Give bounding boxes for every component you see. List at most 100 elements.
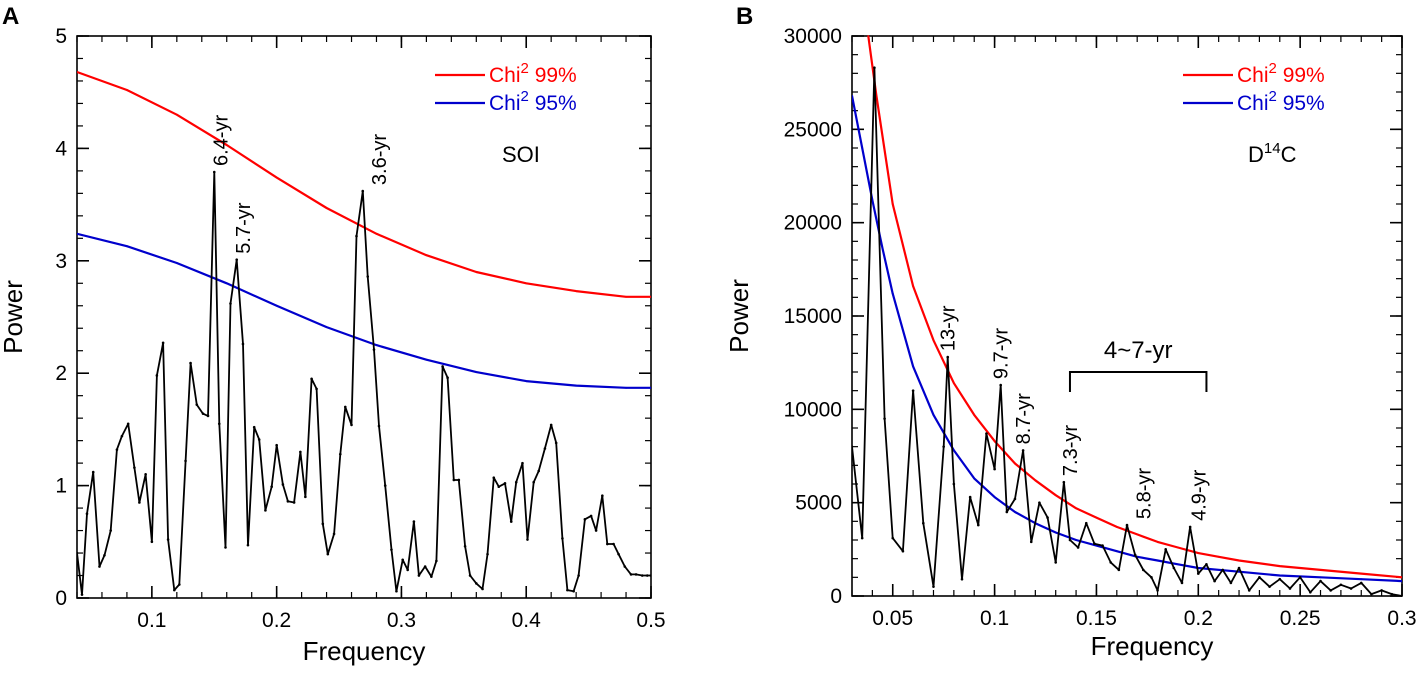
panel-a-data-point (299, 450, 302, 454)
panel-b-series-label: D14C (1248, 140, 1297, 167)
panel-b-bracket-label: 4~7-yr (1104, 337, 1173, 364)
panel-b-data-point (1349, 587, 1353, 590)
panel-a-data-point (617, 552, 620, 556)
panel-b-data-point (942, 445, 945, 448)
panel-b-data-point (1359, 581, 1363, 585)
panel-a-data-point (412, 520, 416, 523)
panel-a-data-point (225, 282, 228, 285)
panel-a-data-point (446, 376, 449, 379)
panel-a-data-point (423, 565, 427, 568)
panel-b-data-point (1177, 546, 1179, 549)
panel-a-data-point (625, 295, 627, 298)
panel-b-data-point (960, 577, 964, 581)
panel-b-legend-name: Chi (1237, 64, 1269, 87)
panel-a-data-point (161, 341, 165, 345)
panel-a-data-point (80, 593, 84, 596)
panel-b-data-point (1390, 592, 1394, 596)
panel-a-data-point (350, 423, 353, 427)
panel-b-data-point (1319, 568, 1322, 571)
panel-a-chart: 0.1 0.2 0.3 0.4 0.5 0 1 2 3 4 5 Frequency Power Chi2 … (0, 25, 666, 666)
panel-a-data-point (286, 500, 290, 503)
panel-a-data-point (537, 469, 540, 473)
panel-a-data-point (184, 459, 187, 463)
panel-b-series-group (852, 35, 1402, 597)
panel-a-peak-annotation: 5.7-yr (233, 202, 255, 253)
panel-a-data-point (173, 588, 176, 592)
panel-a-data-point (572, 589, 575, 593)
panel-a-data-point (521, 461, 524, 465)
panel-b-legend-sup: 2 (1269, 88, 1277, 105)
panel-a-data-point (401, 558, 404, 562)
panel-b-data-point (1014, 462, 1016, 465)
panel-a-y-tick-label: 5 (55, 25, 67, 48)
panel-a-data-point (549, 423, 553, 427)
panel-a-data-point (133, 466, 136, 469)
panel-a-peak-annotation: 6.4-yr (211, 115, 233, 166)
panel-a-legend-suffix: 95% (529, 92, 577, 115)
panel-b-data-point (952, 482, 956, 486)
panel-b-data-point (1125, 523, 1129, 527)
panel-b-legend-suffix: 99% (1277, 64, 1325, 87)
panel-b-data-point (1101, 544, 1104, 547)
panel-a-data-point (475, 271, 478, 273)
panel-a-x-tick-label: 0.3 (387, 609, 416, 632)
panel-b-x-axis-title: Frequency (1091, 631, 1214, 661)
panel-a-data-point (525, 282, 528, 285)
panel-b-x-tick-label: 0.2 (1184, 607, 1213, 630)
panel-a-data-point (361, 189, 365, 193)
panel-b-data-point (1196, 572, 1200, 575)
panel-a-data-point (126, 245, 128, 248)
panel-b-data-point (1054, 561, 1058, 564)
panel-b-series-label-main: D (1248, 142, 1264, 167)
panel-a-data-point (395, 589, 398, 593)
panel-b-data-point (1278, 574, 1281, 577)
panel-b-data-point (871, 199, 874, 202)
panel-b-data-point (1180, 581, 1184, 585)
panel-b-data-point (1188, 525, 1192, 529)
panel-b-data-point (932, 585, 935, 588)
panel-a-legend-name: Chi (489, 92, 521, 115)
panel-a-data-point (566, 588, 569, 592)
panel-a-data-point (390, 548, 393, 551)
panel-b-legend-suffix: 95% (1277, 92, 1325, 115)
panel-b-data-point (1117, 568, 1121, 572)
panel-a-data-point (195, 403, 199, 406)
panel-a-data-point (206, 414, 210, 418)
panel-a-data-point (115, 448, 119, 451)
panel-a-data-point (645, 574, 649, 577)
panel-b-data-point (1229, 581, 1233, 585)
panel-b-data-point (891, 292, 894, 295)
panel-b-data-point (911, 389, 915, 392)
panel-a-data-point (606, 542, 609, 546)
panel-b-bracket (1068, 371, 1208, 392)
panel-b-data-point (1319, 579, 1322, 583)
panel-b-data-point (861, 147, 864, 149)
panel-a-x-axis-title: Frequency (303, 636, 426, 666)
panel-a-x-tick-label: 0.4 (512, 609, 542, 632)
panel-b-data-point (1150, 576, 1153, 579)
panel-b-data-point (1221, 568, 1225, 572)
panel-b-data-point (1115, 526, 1118, 528)
panel-a-data-point (375, 232, 378, 235)
panel-b-y-tick-label: 20000 (784, 212, 842, 235)
panel-a-data-point (326, 552, 330, 556)
panel-b-data-point (1197, 552, 1200, 554)
panel-a-data-point (189, 361, 192, 365)
panel-a-data-point (532, 480, 536, 484)
panel-a-data-point (212, 170, 216, 174)
panel-a-data-point (292, 501, 296, 504)
panel-a-data-point (435, 559, 438, 563)
panel-b-data-point (1278, 577, 1282, 581)
panel-a-data-point (406, 568, 409, 572)
panel-a-data-point (77, 232, 78, 235)
panel-a-data-point (594, 529, 598, 532)
panel-a-data-point (325, 207, 328, 209)
panel-a-data-point (492, 476, 496, 480)
panel-a-data-point (138, 501, 141, 504)
panel-b-data-point (932, 339, 935, 342)
panel-b-x-tick-label: 0.1 (980, 607, 1009, 630)
panel-b-data-point (1237, 566, 1241, 570)
panel-a-data-point (257, 438, 261, 441)
panel-b-data-point (1013, 497, 1017, 501)
panel-b-data-point (1247, 589, 1251, 592)
